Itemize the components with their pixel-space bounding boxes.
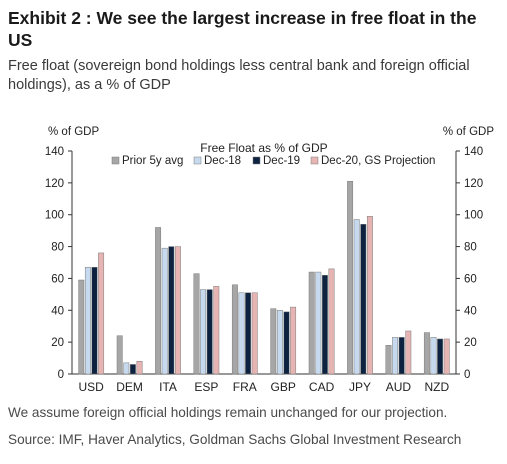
x-tick-label: AUD bbox=[386, 380, 412, 394]
bar-cad-2 bbox=[321, 274, 328, 375]
bar-fra-2 bbox=[245, 292, 252, 375]
bar-jpy-0 bbox=[347, 181, 354, 375]
bar-gbp-0 bbox=[270, 308, 277, 375]
bar-gbp-1 bbox=[276, 310, 283, 375]
right-y-tick-label: 0 bbox=[464, 369, 470, 381]
chart-bars bbox=[78, 181, 450, 375]
right-y-tick-label: 140 bbox=[464, 146, 483, 158]
bar-ita-2 bbox=[168, 246, 175, 375]
bar-dem-0 bbox=[116, 335, 123, 375]
bar-cad-3 bbox=[328, 268, 335, 375]
bar-nzd-1 bbox=[430, 337, 437, 375]
bar-dem-1 bbox=[123, 362, 130, 375]
bar-aud-3 bbox=[405, 330, 412, 375]
bar-esp-2 bbox=[206, 289, 213, 375]
bar-usd-2 bbox=[91, 267, 98, 375]
bar-jpy-1 bbox=[353, 219, 360, 375]
bar-gbp-2 bbox=[283, 311, 290, 375]
x-tick-label: FRA bbox=[233, 380, 257, 394]
right-y-tick-label: 40 bbox=[464, 305, 477, 317]
bar-esp-3 bbox=[213, 286, 220, 375]
bar-usd-1 bbox=[84, 267, 91, 375]
x-tick-label: JPY bbox=[349, 380, 371, 394]
left-y-tick-label: 120 bbox=[45, 178, 64, 190]
left-y-tick-label: 40 bbox=[51, 305, 64, 317]
bar-nzd-2 bbox=[437, 338, 444, 375]
bar-nzd-0 bbox=[423, 332, 430, 375]
bar-esp-0 bbox=[193, 273, 200, 375]
legend-label: Dec-20, GS Projection bbox=[321, 155, 435, 167]
right-y-tick-label: 20 bbox=[464, 337, 477, 349]
legend-swatch bbox=[193, 156, 202, 165]
left-y-tick-label: 80 bbox=[51, 242, 64, 254]
x-tick-label: ESP bbox=[194, 380, 218, 394]
legend-label: Prior 5y avg bbox=[122, 155, 183, 167]
legend-label: Dec-19 bbox=[263, 155, 300, 167]
bar-aud-0 bbox=[385, 345, 392, 375]
left-y-tick-label: 100 bbox=[45, 210, 64, 222]
source-note: Source: IMF, Haver Analytics, Goldman Sa… bbox=[8, 432, 462, 447]
right-y-tick-label: 120 bbox=[464, 178, 483, 190]
x-tick-label: GBP bbox=[271, 380, 296, 394]
bar-esp-1 bbox=[200, 289, 207, 375]
left-y-tick-label: 20 bbox=[51, 337, 64, 349]
chart-legend: Prior 5y avg Dec-18 Dec-19 Dec-20, GS Proje… bbox=[111, 155, 435, 167]
bar-aud-2 bbox=[398, 337, 405, 375]
bar-dem-3 bbox=[136, 361, 143, 375]
x-tick-label: USD bbox=[79, 380, 105, 394]
bar-jpy-2 bbox=[360, 224, 367, 375]
x-tick-labels: USD DEM ITA ESP FRA GBP CAD JPY AUD NZD bbox=[79, 380, 450, 394]
bar-jpy-3 bbox=[366, 216, 373, 375]
legend-swatch bbox=[310, 156, 319, 165]
x-tick-label: ITA bbox=[159, 380, 177, 394]
bar-dem-2 bbox=[129, 364, 136, 375]
x-tick-label: NZD bbox=[424, 380, 449, 394]
page-title: Exhibit 2 : We see the largest increase … bbox=[8, 8, 477, 50]
bar-cad-1 bbox=[315, 271, 322, 375]
legend-label: Dec-18 bbox=[204, 155, 241, 167]
left-y-tick-label: 0 bbox=[58, 369, 64, 381]
bar-aud-1 bbox=[392, 337, 399, 375]
x-tick-label: CAD bbox=[309, 380, 335, 394]
legend-swatch bbox=[252, 156, 261, 165]
chart-axes: 0 0 20 20 40 40 60 60 80 80 100 100 120 120 140 140 bbox=[45, 146, 483, 381]
bar-nzd-3 bbox=[443, 338, 450, 375]
left-axis-label: % of GDP bbox=[48, 126, 99, 138]
bar-chart: % of GDP % of GDP Free Float as % of GDP… bbox=[45, 126, 495, 394]
chart-title: Free Float as % of GDP bbox=[200, 141, 327, 155]
bar-gbp-3 bbox=[290, 306, 297, 375]
bar-cad-0 bbox=[308, 271, 315, 375]
bar-ita-0 bbox=[155, 227, 162, 375]
right-axis-label: % of GDP bbox=[443, 126, 494, 138]
bar-ita-1 bbox=[161, 247, 168, 375]
bar-fra-0 bbox=[231, 284, 238, 375]
bar-usd-0 bbox=[78, 279, 85, 375]
bar-fra-1 bbox=[238, 292, 245, 375]
bar-fra-3 bbox=[251, 292, 258, 375]
projection-note: We assume foreign official holdings rema… bbox=[8, 405, 448, 420]
right-y-tick-label: 80 bbox=[464, 242, 477, 254]
chart-subtitle: Free float (sovereign bond holdings less… bbox=[8, 58, 470, 93]
x-tick-label: DEM bbox=[116, 380, 143, 394]
right-y-tick-label: 60 bbox=[464, 273, 477, 285]
legend-swatch bbox=[111, 156, 120, 165]
left-y-tick-label: 60 bbox=[51, 273, 64, 285]
bar-ita-3 bbox=[174, 246, 181, 375]
bar-usd-3 bbox=[98, 252, 105, 375]
left-y-tick-label: 140 bbox=[45, 146, 64, 158]
right-y-tick-label: 100 bbox=[464, 210, 483, 222]
